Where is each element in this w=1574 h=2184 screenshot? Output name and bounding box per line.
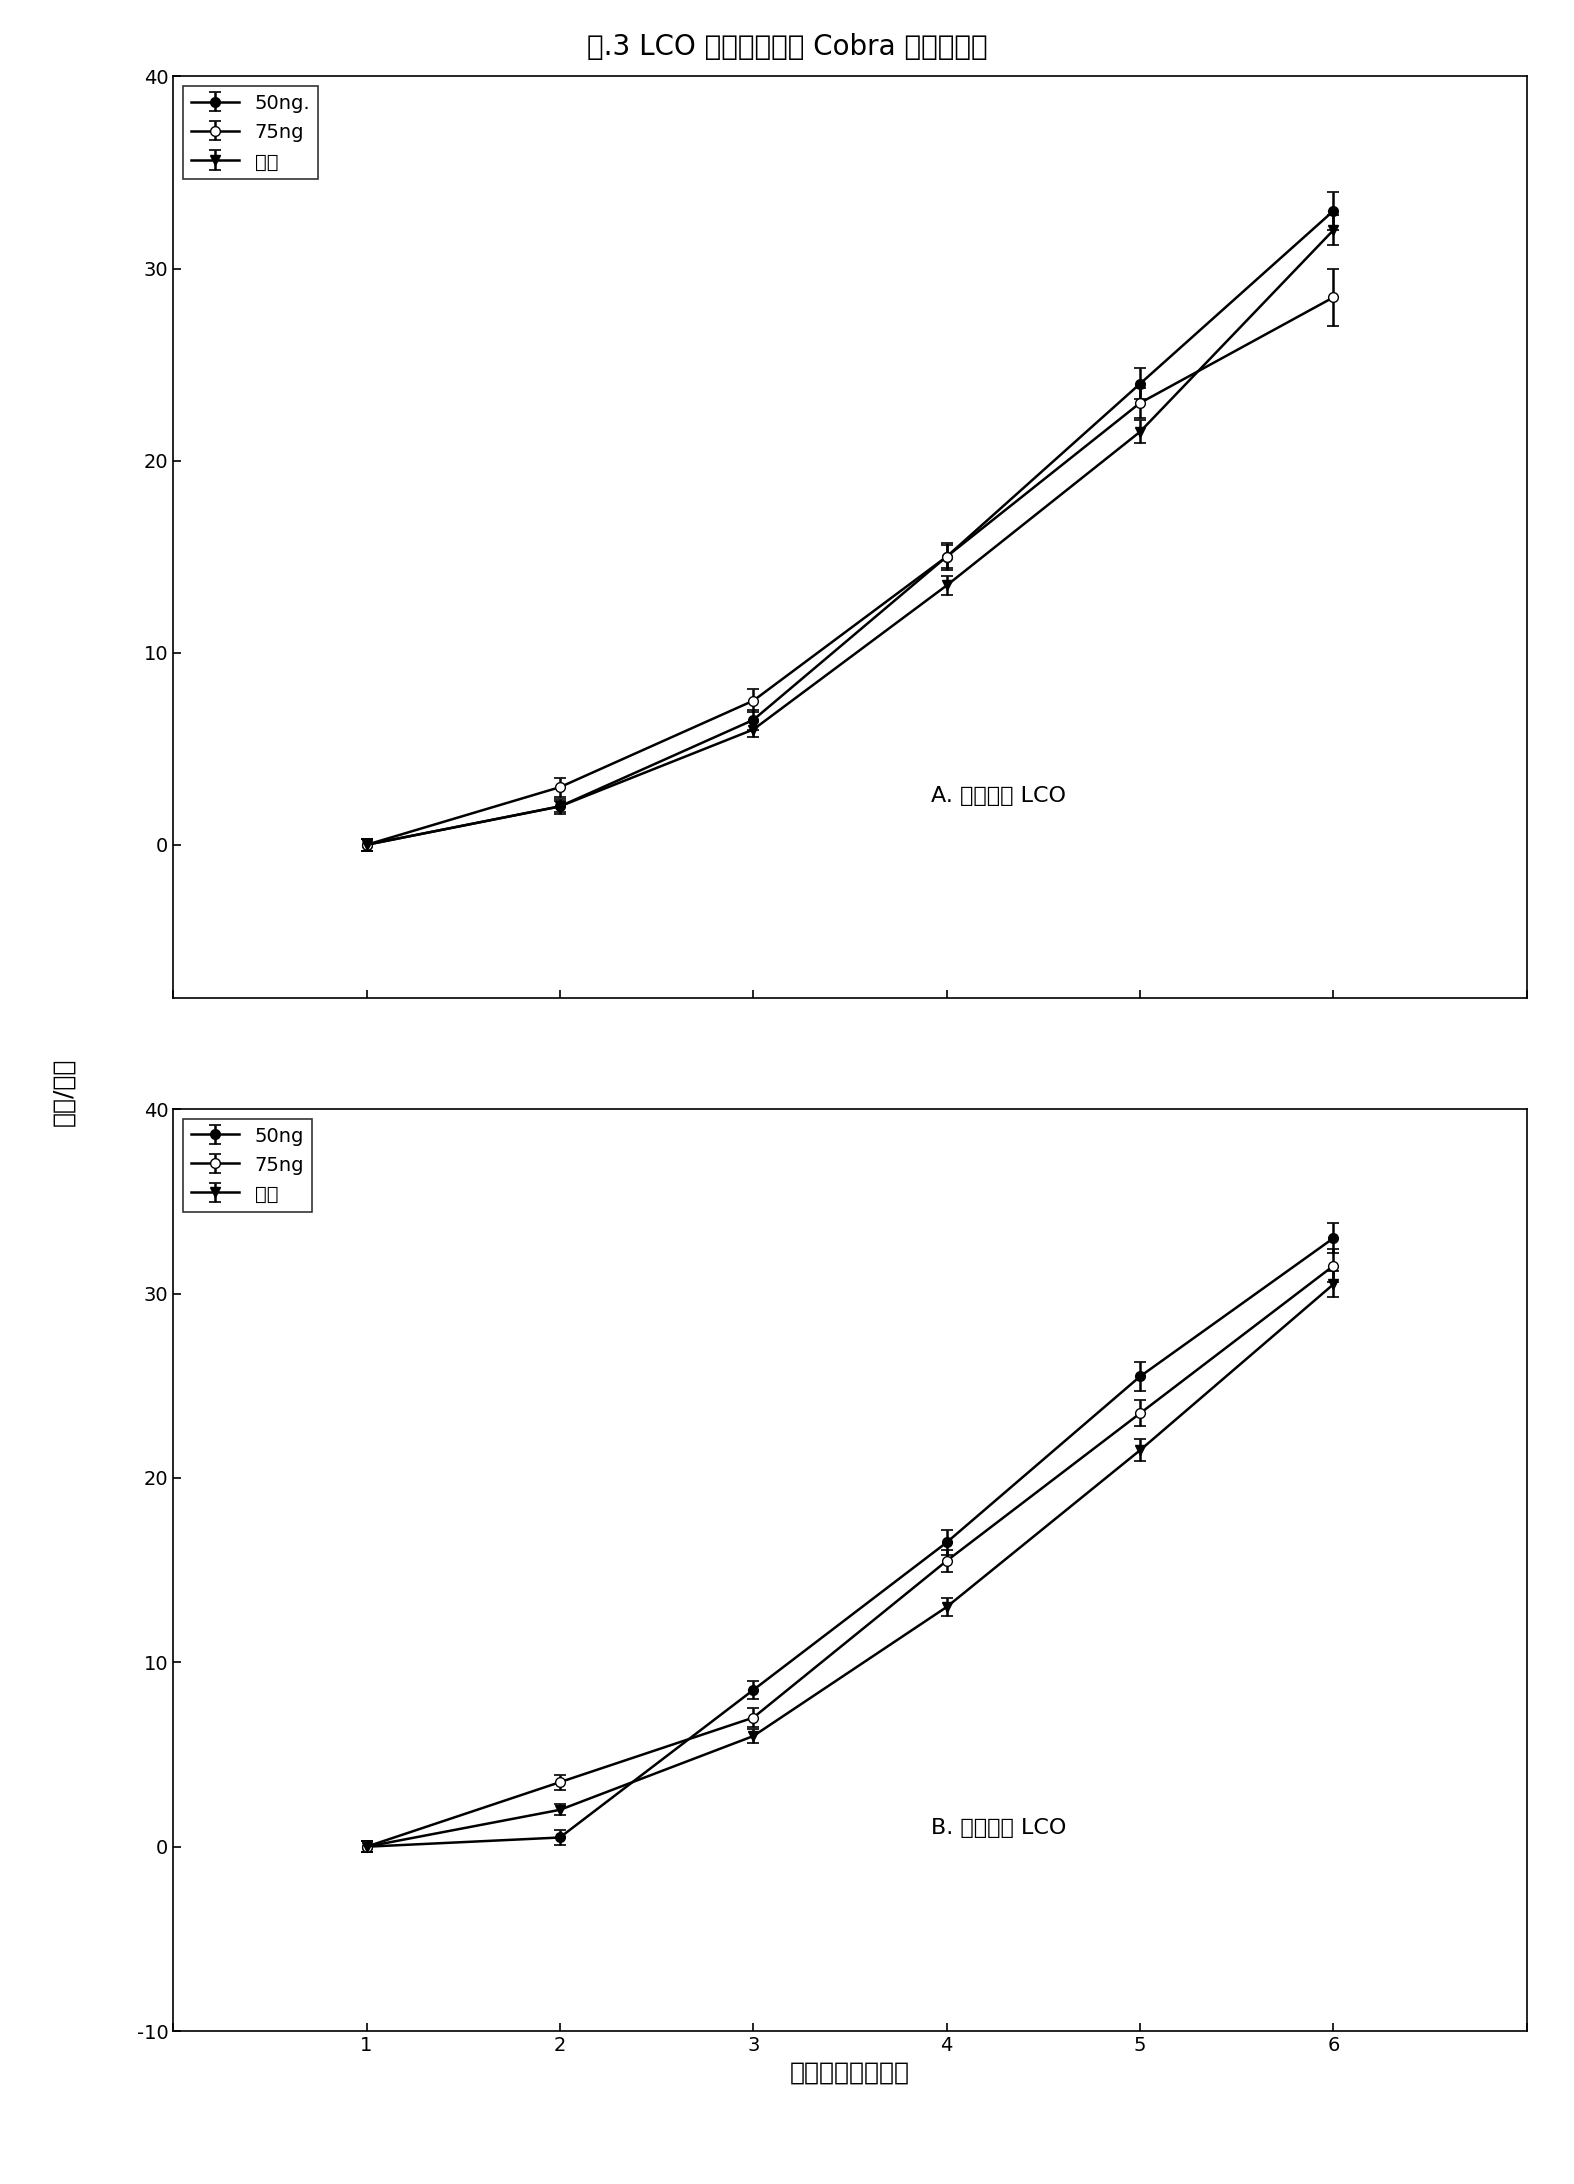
X-axis label: 第二次施用后周数: 第二次施用后周数 xyxy=(790,2060,910,2084)
Text: 花数/植物: 花数/植物 xyxy=(50,1057,76,1127)
Legend: 50ng, 75ng, 对照: 50ng, 75ng, 对照 xyxy=(183,1118,312,1212)
Legend: 50ng., 75ng, 对照: 50ng., 75ng, 对照 xyxy=(183,85,318,179)
Text: B. 两次施用 LCO: B. 两次施用 LCO xyxy=(932,1819,1067,1839)
Text: A. 单次施用 LCO: A. 单次施用 LCO xyxy=(932,786,1066,806)
Text: 图.3 LCO 剂量和时间对 Cobra 花数的影响: 图.3 LCO 剂量和时间对 Cobra 花数的影响 xyxy=(587,33,987,61)
